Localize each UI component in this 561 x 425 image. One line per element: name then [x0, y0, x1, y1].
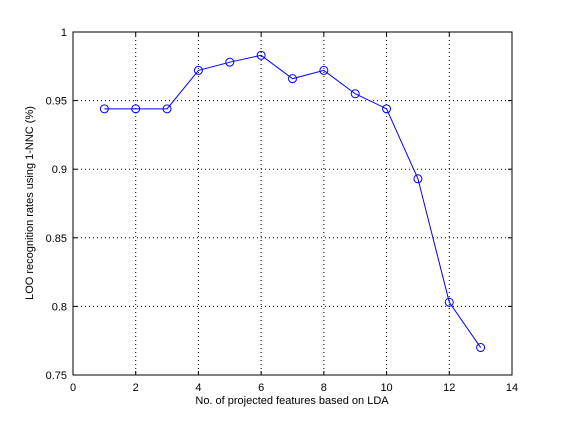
y-tick-label: 0.9: [52, 164, 67, 176]
x-axis-label: No. of projected features based on LDA: [195, 395, 389, 407]
data-point-marker: [476, 343, 486, 353]
data-point-marker: [162, 104, 172, 114]
data-point-marker: [256, 50, 266, 60]
x-tick-label: 0: [70, 382, 76, 394]
x-tick-label: 14: [506, 382, 518, 394]
x-tick-labels: 0 2 4 6 8 10 12 14: [70, 382, 518, 394]
data-point-marker: [319, 65, 329, 75]
x-tick-label: 2: [133, 382, 139, 394]
y-tick-label: 0.75: [46, 370, 67, 382]
data-point-marker: [444, 297, 454, 307]
data-point-marker: [225, 57, 235, 67]
x-tick-label: 6: [258, 382, 264, 394]
data-markers: [99, 50, 486, 353]
data-point-marker: [99, 104, 109, 114]
y-tick-label: 0.95: [46, 96, 67, 108]
y-tick-labels: 0.75 0.8 0.85 0.9 0.95 1: [46, 27, 67, 382]
data-point-marker: [413, 174, 423, 184]
x-tick-label: 8: [321, 382, 327, 394]
x-tick-label: 12: [443, 382, 455, 394]
data-point-marker: [382, 104, 392, 114]
data-point-marker: [131, 104, 141, 114]
plot-area: [73, 32, 512, 375]
series-line: [104, 54, 482, 348]
x-tick-label: 4: [195, 382, 201, 394]
data-point-marker: [350, 89, 360, 99]
x-tick-label: 10: [380, 382, 392, 394]
y-axis-label: LOO recognition rates using 1-NNC (%): [24, 106, 36, 300]
data-point-marker: [193, 65, 203, 75]
axes-box: [72, 31, 513, 376]
data-point-marker: [288, 74, 297, 84]
y-tick-label: 0.85: [46, 233, 67, 245]
y-tick-label: 1: [61, 27, 67, 39]
y-tick-label: 0.8: [52, 301, 67, 313]
